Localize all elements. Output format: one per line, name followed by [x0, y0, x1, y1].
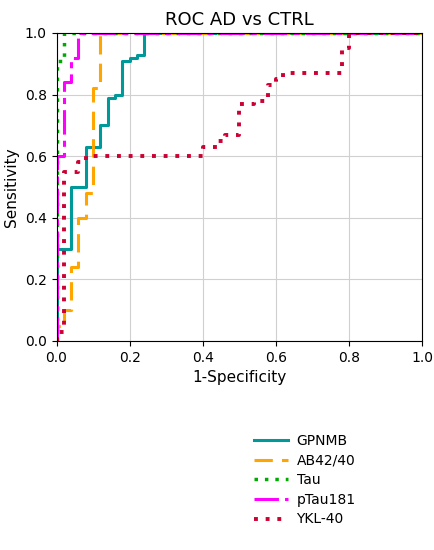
Title: ROC AD vs CTRL: ROC AD vs CTRL [164, 10, 313, 29]
Y-axis label: Sensitivity: Sensitivity [4, 147, 19, 227]
X-axis label: 1-Specificity: 1-Specificity [192, 370, 286, 386]
Legend: GPNMB, AB42/40, Tau, pTau181, YKL-40: GPNMB, AB42/40, Tau, pTau181, YKL-40 [253, 434, 355, 526]
